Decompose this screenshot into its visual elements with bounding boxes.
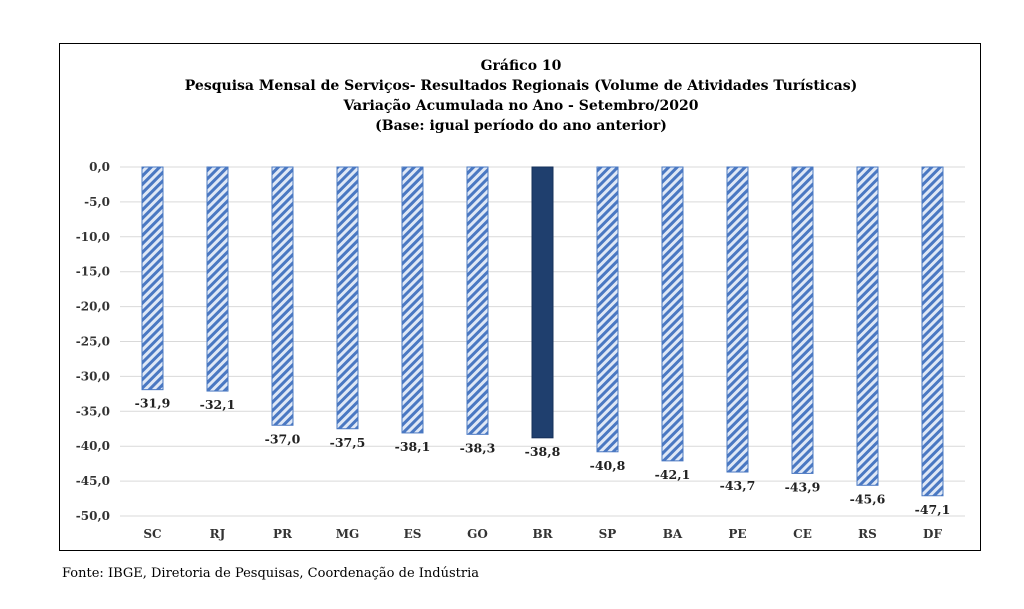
source-note: Fonte: IBGE, Diretoria de Pesquisas, Coo… bbox=[62, 566, 479, 581]
data-label-df: -47,1 bbox=[915, 502, 951, 517]
category-label-br: BR bbox=[532, 527, 553, 541]
data-label-es: -38,1 bbox=[395, 439, 431, 454]
category-label-pe: PE bbox=[728, 527, 746, 541]
data-label-rj: -32,1 bbox=[200, 397, 236, 412]
y-tick-label: -10,0 bbox=[76, 230, 110, 244]
bar-rs bbox=[856, 166, 879, 486]
bar-go bbox=[466, 166, 489, 435]
y-tick-label: -25,0 bbox=[76, 335, 110, 349]
y-tick-label: -50,0 bbox=[76, 509, 110, 523]
y-tick-label: -5,0 bbox=[84, 195, 110, 209]
bar-br bbox=[531, 166, 554, 439]
bar-df bbox=[921, 166, 944, 497]
data-label-ba: -42,1 bbox=[655, 467, 691, 482]
category-label-ba: BA bbox=[663, 527, 683, 541]
bars bbox=[141, 166, 944, 497]
category-label-sp: SP bbox=[599, 527, 617, 541]
data-label-mg: -37,5 bbox=[330, 435, 366, 450]
data-label-sp: -40,8 bbox=[590, 458, 626, 473]
y-axis-tick-labels: 0,0 -5,0 -10,0 -15,0 -20,0 -25,0 -30,0 -35,0 -40… bbox=[76, 160, 110, 523]
y-tick-label: -15,0 bbox=[76, 265, 110, 279]
bar-pe bbox=[726, 166, 749, 473]
chart-title: Gráfico 10 Pesquisa Mensal de Serviços- R… bbox=[185, 58, 857, 134]
y-tick-label: -35,0 bbox=[76, 404, 110, 418]
y-tick-label: -30,0 bbox=[76, 369, 110, 383]
data-labels: -31,9 -32,1 -37,0 -37,5 -38,1 -38,3 -38,8 -40,8… bbox=[135, 396, 951, 517]
chart-title-line: (Base: igual período do ano anterior) bbox=[375, 118, 667, 134]
x-axis-category-labels: SC RJ PR MG ES GO BR SP BA PE CE RS DF bbox=[143, 527, 942, 541]
bar-es bbox=[401, 166, 424, 434]
bar-sc bbox=[141, 166, 164, 391]
category-label-rs: RS bbox=[858, 527, 877, 541]
category-label-pr: PR bbox=[273, 527, 293, 541]
bar-chart: Gráfico 10 Pesquisa Mensal de Serviços- R… bbox=[76, 58, 965, 541]
chart-title-line: Gráfico 10 bbox=[481, 58, 562, 74]
data-label-ce: -43,9 bbox=[785, 479, 821, 494]
data-label-pe: -43,7 bbox=[720, 478, 756, 493]
data-label-br: -38,8 bbox=[525, 444, 561, 459]
y-tick-label: 0,0 bbox=[89, 160, 110, 174]
data-label-go: -38,3 bbox=[460, 440, 496, 455]
data-label-sc: -31,9 bbox=[135, 396, 171, 411]
category-label-go: GO bbox=[467, 527, 488, 541]
data-label-pr: -37,0 bbox=[265, 431, 301, 446]
bar-pr bbox=[271, 166, 294, 426]
data-label-rs: -45,6 bbox=[850, 491, 886, 506]
chart-title-line: Pesquisa Mensal de Serviços- Resultados … bbox=[185, 78, 857, 94]
bar-sp bbox=[596, 166, 619, 453]
chart-title-line: Variação Acumulada no Ano - Setembro/202… bbox=[342, 97, 698, 114]
category-label-es: ES bbox=[404, 527, 422, 541]
bar-ba bbox=[661, 166, 684, 462]
y-tick-label: -45,0 bbox=[76, 474, 110, 488]
y-tick-label: -40,0 bbox=[76, 439, 110, 453]
category-label-sc: SC bbox=[143, 527, 161, 541]
bar-mg bbox=[336, 166, 359, 430]
bar-ce bbox=[791, 166, 814, 474]
category-label-df: DF bbox=[923, 527, 942, 541]
y-tick-label: -20,0 bbox=[76, 300, 110, 314]
category-label-rj: RJ bbox=[210, 527, 226, 541]
bar-rj bbox=[206, 166, 229, 392]
category-label-mg: MG bbox=[336, 527, 360, 541]
chart-frame: Gráfico 10 Pesquisa Mensal de Serviços- R… bbox=[59, 43, 981, 551]
category-label-ce: CE bbox=[793, 527, 812, 541]
